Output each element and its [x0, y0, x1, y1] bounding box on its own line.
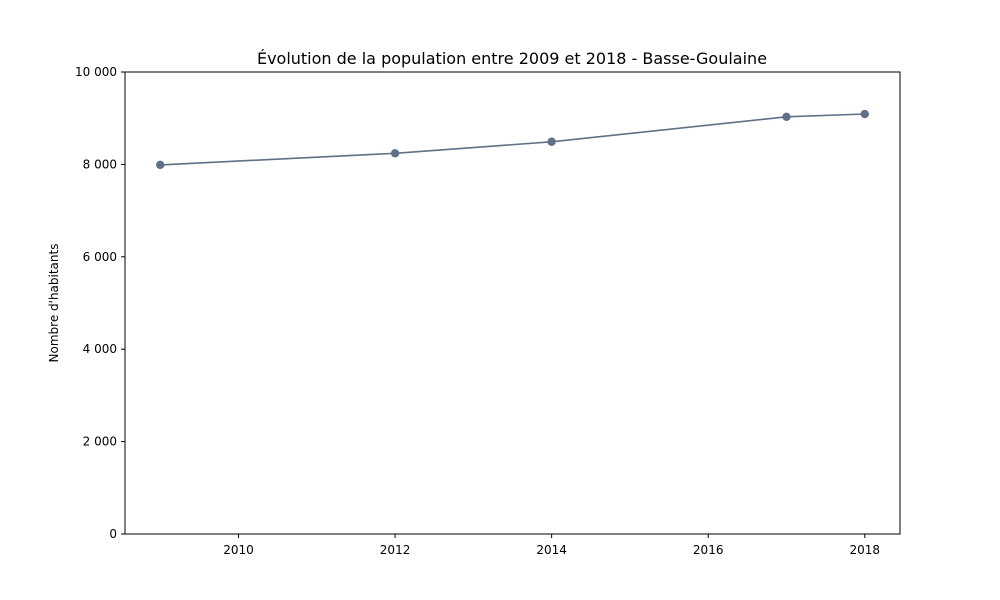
- data-point: [156, 160, 165, 170]
- plot-area-frame: [124, 71, 901, 535]
- y-tick-label: 2 000: [83, 435, 117, 449]
- x-tick-label: 2014: [536, 543, 567, 557]
- data-point: [547, 137, 556, 146]
- y-tick-label: 10 000: [75, 65, 117, 79]
- y-axis: 0 2 000 4 000 6 000 8 000 10 000: [75, 65, 125, 541]
- y-tick-label: 0: [109, 527, 117, 541]
- chart-title: Évolution de la population entre 2009 et…: [257, 49, 767, 68]
- x-tick-label: 2016: [693, 543, 724, 557]
- data-point: [860, 109, 869, 119]
- x-tick-label: 2012: [380, 543, 411, 557]
- y-tick-label: 4 000: [83, 342, 117, 356]
- x-tick-label: 2010: [223, 543, 254, 557]
- series-line: [160, 113, 865, 166]
- data-point: [390, 149, 400, 158]
- x-tick-label: 2018: [849, 543, 880, 557]
- y-axis-label: Nombre d'habitants: [47, 244, 61, 363]
- series-layer: [156, 109, 869, 170]
- y-tick-label: 8 000: [83, 157, 117, 171]
- x-axis: 2010 2012 2014 2016 2018: [223, 534, 880, 557]
- data-point: [782, 112, 791, 122]
- y-tick-label: 6 000: [83, 250, 117, 264]
